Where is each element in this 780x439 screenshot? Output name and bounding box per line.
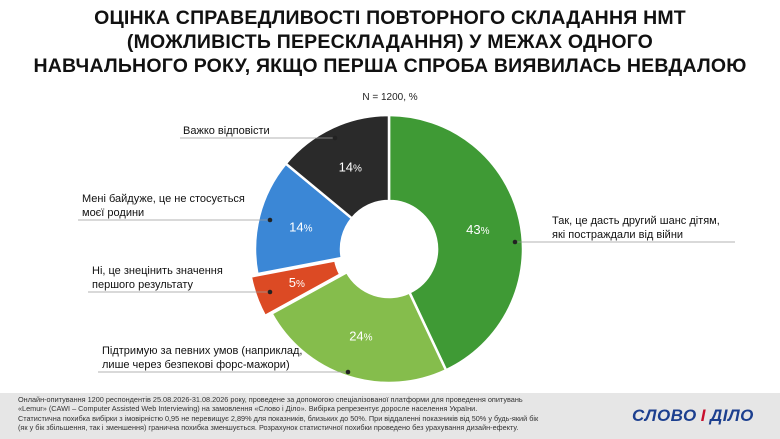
slice-5	[283, 113, 391, 221]
slice-4-label: Мені байдуже, це не стосується моєї родин…	[82, 193, 245, 219]
chart-title-line-1: ОЦІНКА СПРАВЕДЛИВОСТІ ПОВТОРНОГО СКЛАДАН…	[94, 7, 686, 29]
slice-1-label: Так, це дасть другий шанс дітям, які пост…	[552, 215, 720, 241]
slice-3-value: 5%	[289, 275, 305, 290]
chart-title-line-2: (МОЖЛИВІСТЬ ПЕРЕСКЛАДАННЯ) У МЕЖАХ ОДНОГ…	[126, 31, 654, 53]
slice-4-leader-dot	[267, 217, 273, 223]
slice-2	[269, 270, 448, 385]
slice-1	[387, 113, 525, 372]
slice-4-value: 14%	[289, 219, 312, 234]
slice-2-label: Підтримую за певних умов (наприклад, лише…	[102, 345, 302, 371]
slice-3-leader-dot	[267, 289, 273, 295]
methodology-line-2: «Lemur» (CAWI – Computer Assisted Web In…	[18, 404, 478, 414]
methodology-line-3: Статистична похибка вибірки з імовірніст…	[18, 413, 539, 423]
methodology-note: Онлайн-опитування 1200 респондентів 25.0…	[18, 395, 578, 432]
brand-word-1: СЛОВО	[632, 406, 697, 425]
slice-5-label: Важко відповісти	[183, 125, 270, 137]
brand-word-3: ДІЛО	[710, 406, 754, 425]
slice-2-leader-dot	[345, 369, 351, 375]
brand-logo: СЛОВО І ДІЛО	[632, 405, 754, 427]
chart-subtitle: N = 1200, %	[362, 92, 418, 103]
slice-5-leader-dot	[332, 135, 338, 141]
slice-1-value: 43%	[466, 222, 489, 237]
slice-2-value: 24%	[349, 329, 372, 344]
slice-4	[253, 161, 354, 276]
slice-3-label: Ні, це знецінить значення першого результ…	[92, 265, 223, 291]
footer: Онлайн-опитування 1200 респондентів 25.0…	[0, 393, 780, 439]
chart-title-line-3: НАВЧАЛЬНОГО РОКУ, ЯКЩО ПЕРША СПРОБА ВИЯВ…	[33, 55, 747, 77]
slice-5-value: 14%	[339, 160, 362, 175]
methodology-line-4: (як у бік збільшення, так і зменшення) г…	[18, 422, 519, 432]
slice-1-leader-dot	[512, 239, 518, 245]
brand-word-2: І	[700, 406, 706, 425]
methodology-line-1: Онлайн-опитування 1200 респондентів 25.0…	[18, 395, 523, 404]
chart-title: ОЦІНКА СПРАВЕДЛИВОСТІ ПОВТОРНОГО СКЛАДАН…	[0, 6, 780, 78]
